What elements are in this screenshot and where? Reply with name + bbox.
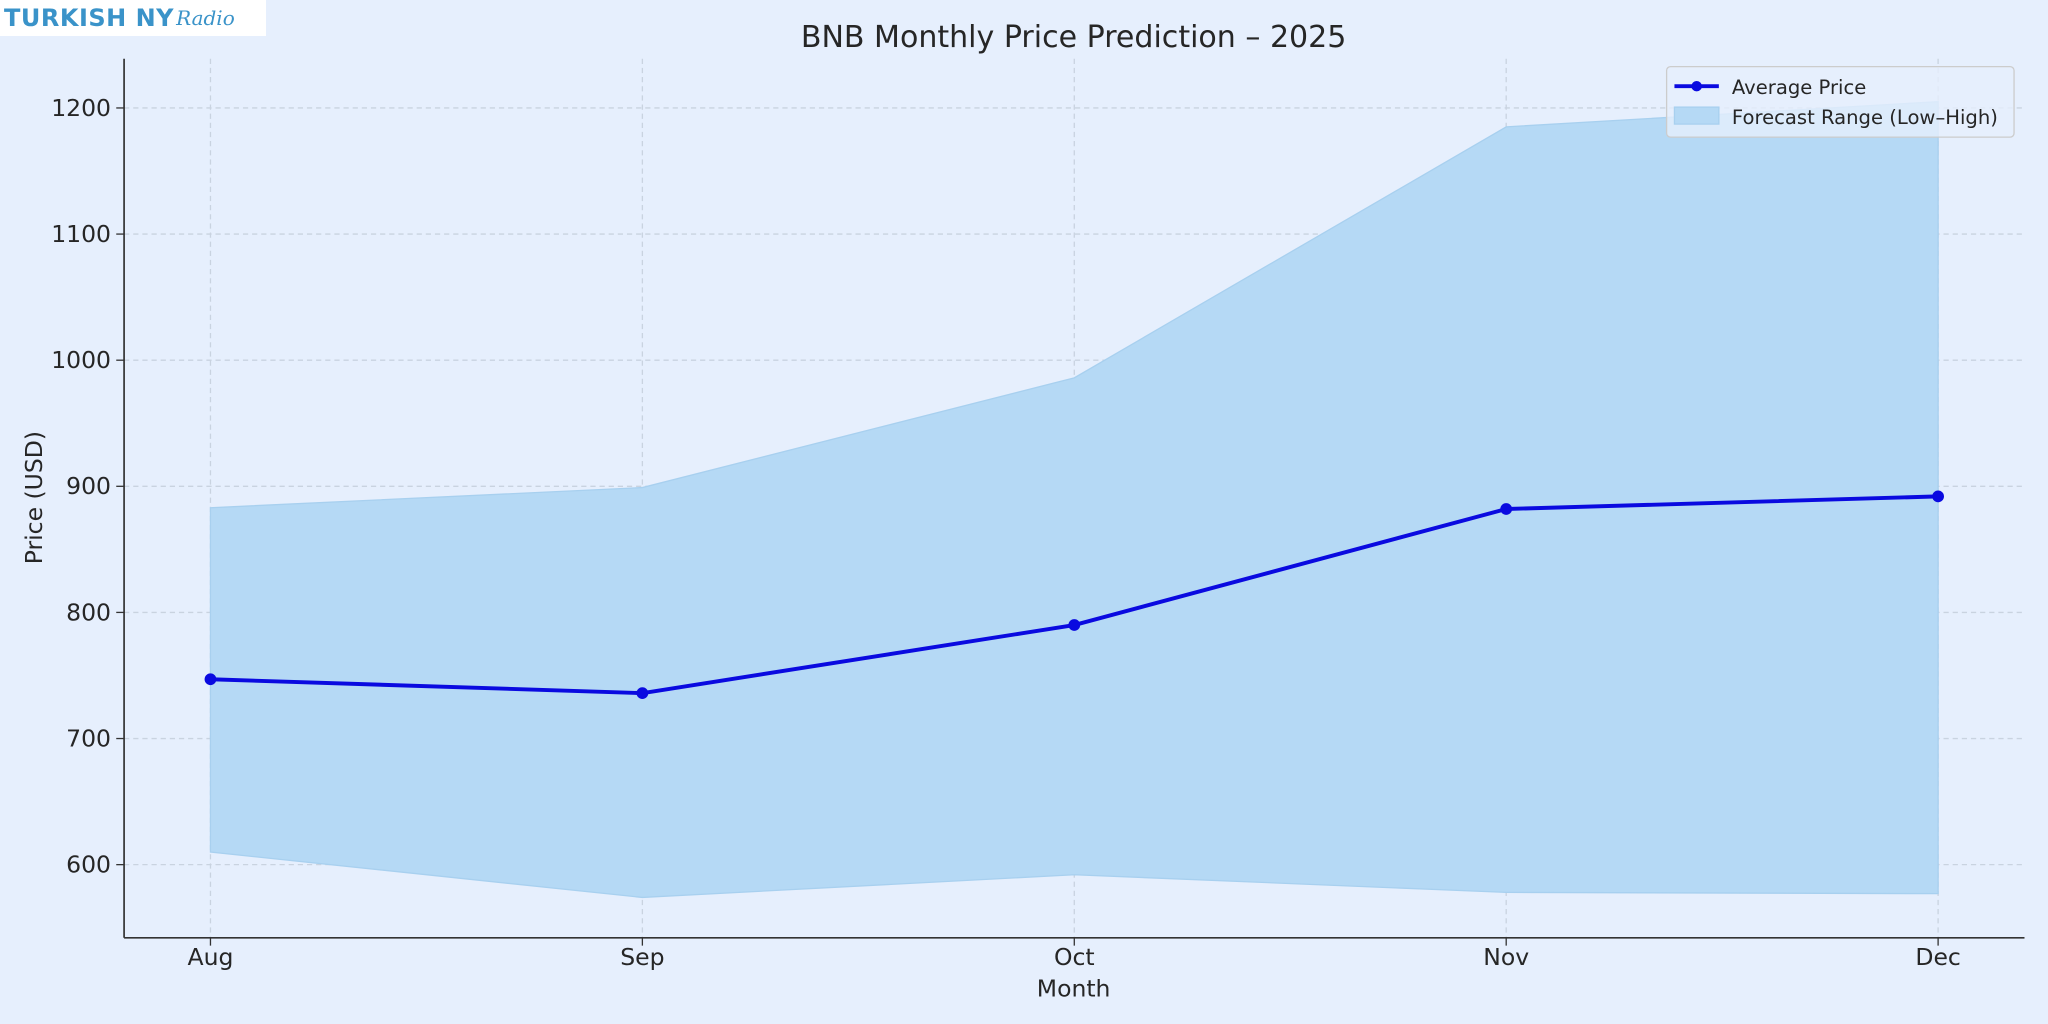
x-tick-label: Sep	[620, 943, 664, 971]
y-tick-label: 700	[66, 724, 111, 752]
average-price-point	[1068, 619, 1081, 631]
y-tick-label: 800	[66, 598, 111, 626]
x-tick-label: Nov	[1483, 943, 1529, 971]
x-tick-label: Oct	[1054, 943, 1095, 971]
average-price-series	[204, 490, 1944, 700]
logo: TURKISH NY Radio	[0, 0, 266, 36]
y-tick-label: 600	[66, 850, 111, 878]
average-price-point	[1932, 490, 1944, 503]
legend: Average Price Forecast Range (Low–High)	[1665, 65, 2015, 138]
legend-label-range: Forecast Range (Low–High)	[1732, 106, 1998, 129]
logo-script-text: Radio	[176, 6, 235, 30]
forecast-range-area	[209, 100, 1939, 899]
y-tick-label: 1000	[51, 346, 111, 374]
legend-label-average: Average Price	[1732, 76, 1866, 99]
x-axis-label: Month	[1037, 975, 1111, 1003]
x-tick-label: Dec	[1915, 943, 1960, 971]
y-axis-label: Price (USD)	[20, 431, 48, 564]
x-tick-label: Aug	[188, 943, 234, 971]
legend-marker-swatch	[1691, 80, 1702, 92]
average-price-point	[636, 687, 649, 700]
logo-main-text: TURKISH NY	[4, 4, 175, 32]
average-price-point	[204, 673, 217, 686]
average-price-point	[1500, 503, 1513, 515]
y-tick-label: 1100	[51, 220, 111, 248]
legend-area-swatch	[1673, 106, 1720, 125]
chart-title: BNB Monthly Price Prediction – 2025	[801, 20, 1347, 55]
forecast-range-band	[209, 100, 1939, 899]
legend-box	[1665, 65, 2015, 138]
y-tick-label: 900	[66, 472, 111, 500]
y-tick-label: 1200	[51, 94, 111, 122]
axes: 600 700 800 900 1000 1100 1200 Aug Sep Oct Nov Dec	[51, 58, 2025, 971]
